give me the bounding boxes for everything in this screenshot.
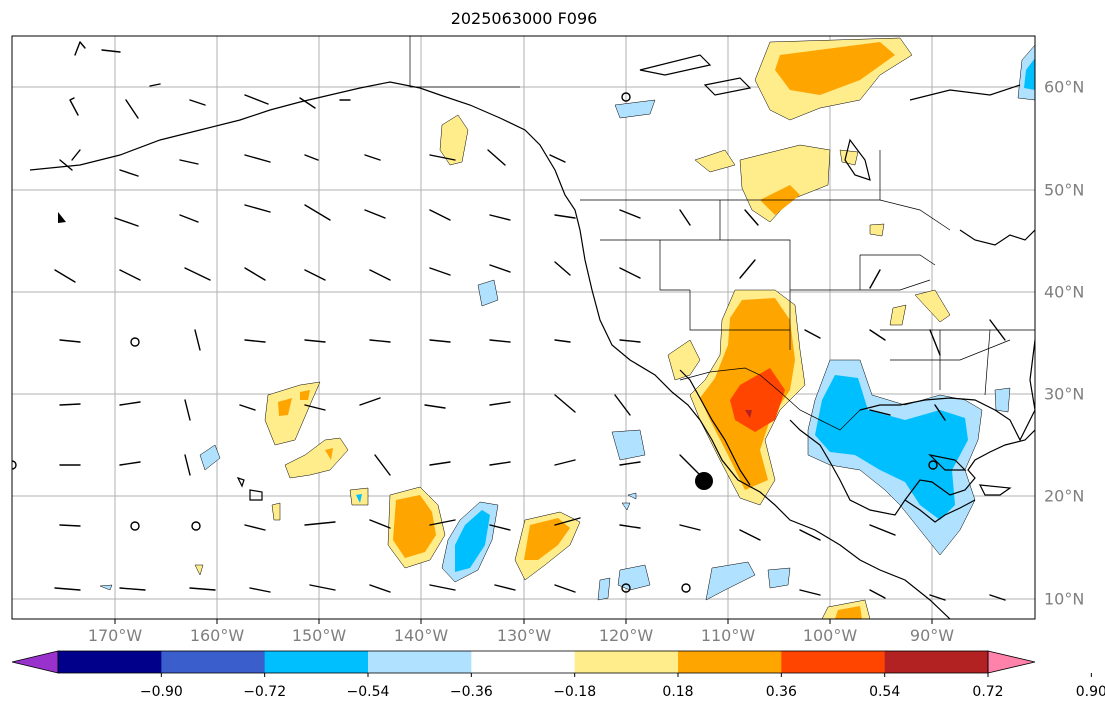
lon-label-160w: 160°W	[189, 626, 245, 645]
lat-label-40n: 40°N	[1044, 282, 1085, 302]
map-title: 2025063000 F096	[450, 9, 598, 28]
lat-label-30n: 30°N	[1044, 384, 1085, 404]
calm-circles	[12, 92, 938, 593]
lat-label-50n: 50°N	[1044, 180, 1085, 200]
map-area	[12, 36, 1035, 619]
lon-label-140w: 140°W	[393, 626, 449, 645]
contour-hudson-blue2	[1024, 58, 1035, 90]
colorbar-tick-label: 0.36	[765, 684, 797, 700]
contour-canada-orange	[775, 42, 895, 95]
contour-trop-1	[264, 381, 321, 446]
storm-location-dot	[695, 472, 713, 490]
wind-barbs	[54, 41, 1006, 601]
filled-contours	[99, 37, 1035, 619]
lat-label-20n: 20°N	[1044, 486, 1085, 506]
lat-label-60n: 60°N	[1044, 77, 1085, 97]
colorbar-tick-label: −0.72	[243, 684, 287, 700]
contour-cc-light	[739, 144, 831, 223]
colorbar-tick-label: 0.18	[662, 684, 694, 700]
lon-label-90w: 90°W	[909, 626, 955, 645]
borders	[409, 36, 1035, 431]
flag-marker	[58, 212, 66, 223]
colorbar-tick-label: 0.54	[869, 684, 901, 700]
colorbar-tick-label: 0.72	[972, 684, 1004, 700]
colorbar-tick-label: −0.90	[139, 684, 183, 700]
contour-gulf-alaska	[439, 114, 469, 166]
lon-label-120w: 120°W	[598, 626, 654, 645]
lon-label-110w: 110°W	[700, 626, 756, 645]
lon-label-150w: 150°W	[291, 626, 347, 645]
tick-marks	[114, 619, 933, 624]
colorbar-tick-label: −0.18	[553, 684, 597, 700]
contour-gulf-mexico-deep	[815, 375, 968, 520]
colorbar-tick-label: −0.54	[346, 684, 390, 700]
coastlines	[29, 54, 1035, 619]
contour-sw-red	[730, 368, 785, 432]
lon-label-100w: 100°W	[802, 626, 858, 645]
contour-trop-2	[284, 437, 349, 479]
lon-label-170w: 170°W	[87, 626, 143, 645]
lat-label-10n: 10°N	[1044, 589, 1085, 609]
lon-label-130w: 130°W	[496, 626, 552, 645]
colorbar-tick-label: −0.36	[449, 684, 493, 700]
colorbar-tick-label: 0.90	[1075, 684, 1105, 700]
